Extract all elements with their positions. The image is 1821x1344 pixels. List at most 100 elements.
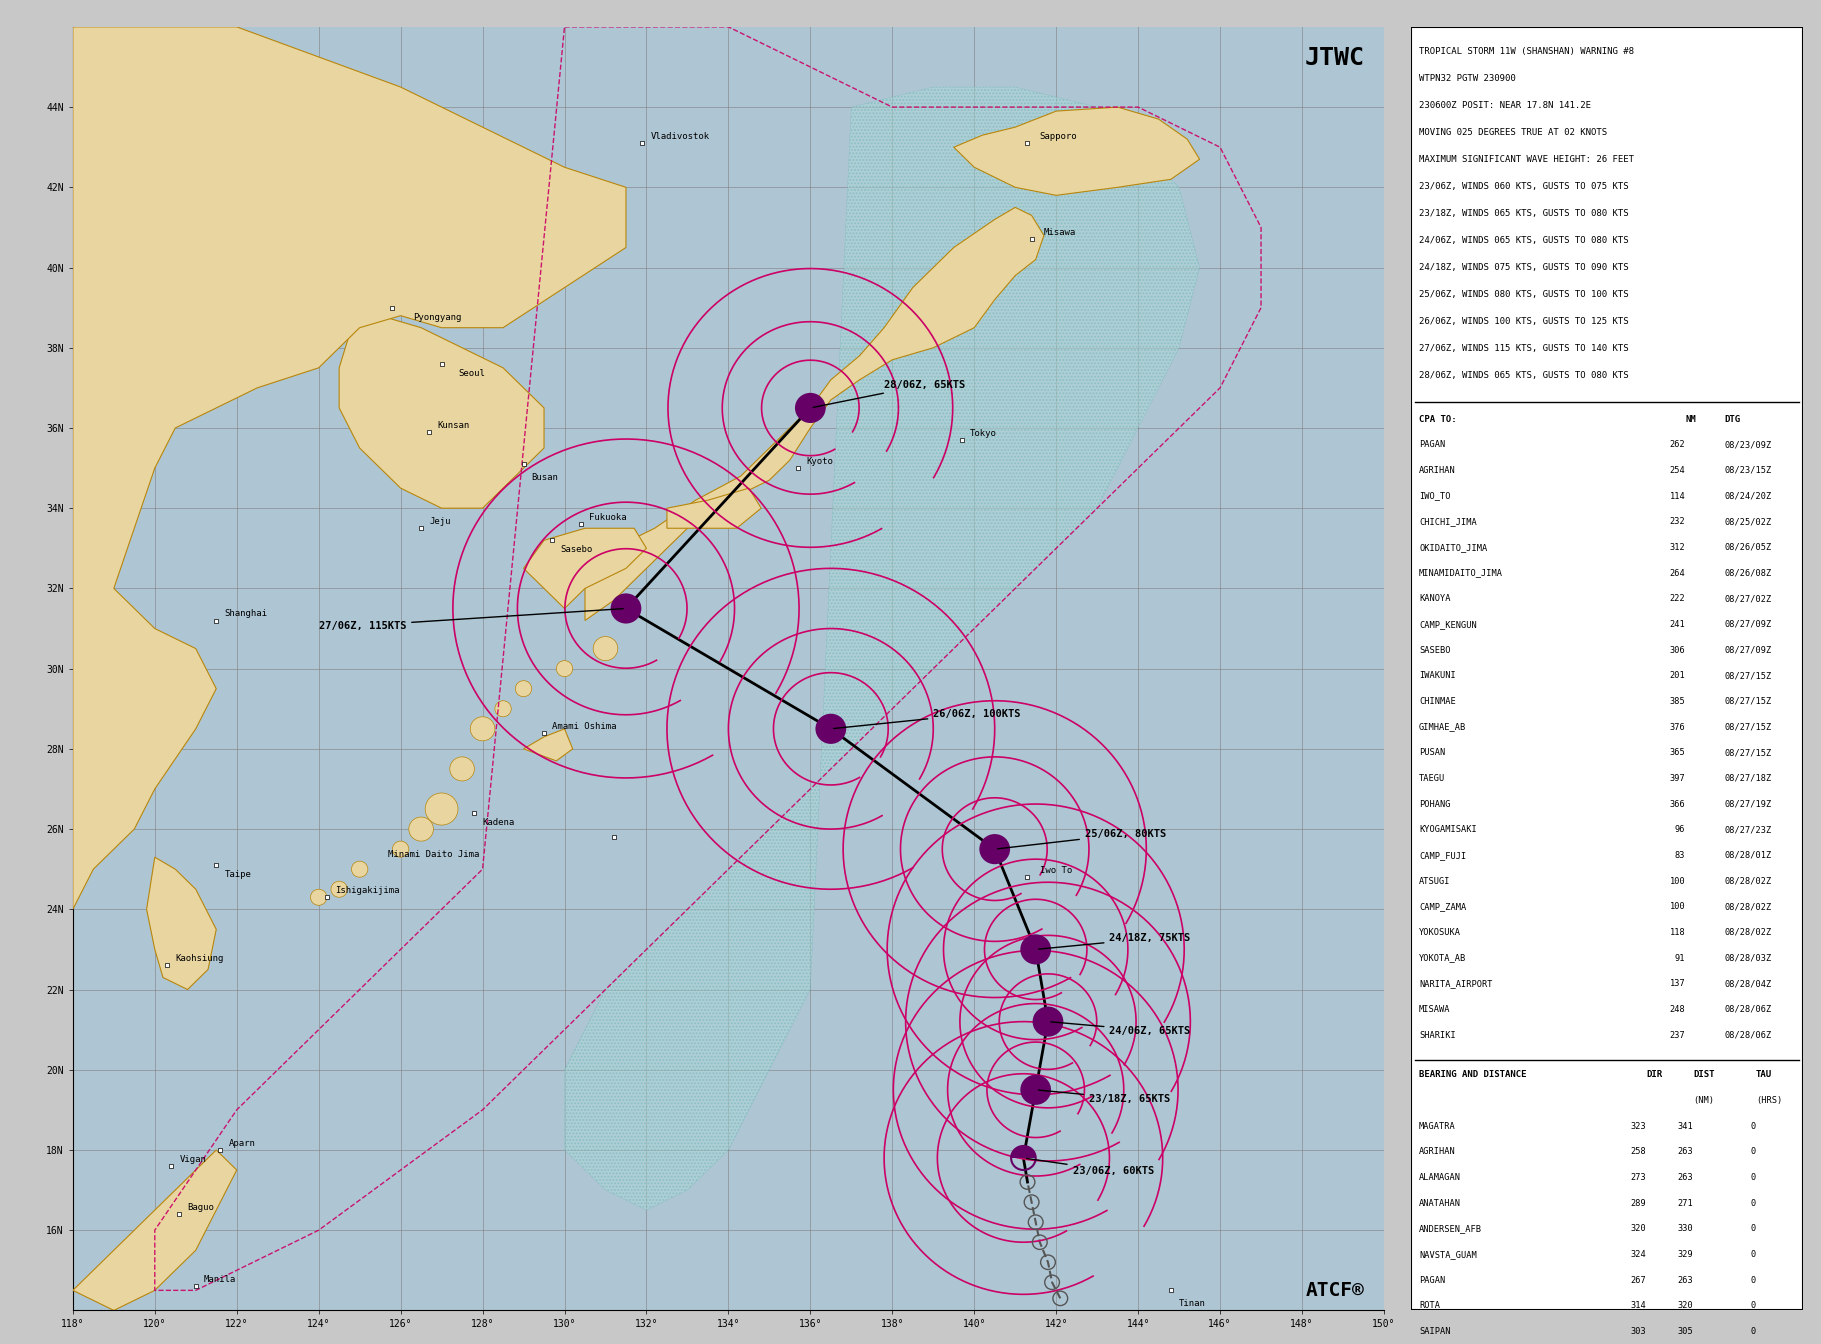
Text: 08/27/23Z: 08/27/23Z xyxy=(1724,825,1772,835)
Text: 24/18Z, WINDS 075 KTS, GUSTS TO 090 KTS: 24/18Z, WINDS 075 KTS, GUSTS TO 090 KTS xyxy=(1419,263,1628,271)
Text: Kyoto: Kyoto xyxy=(807,457,834,466)
Polygon shape xyxy=(666,488,761,528)
Text: MISAWA: MISAWA xyxy=(1419,1005,1451,1013)
Text: 254: 254 xyxy=(1670,466,1686,474)
Text: IWAKUNI: IWAKUNI xyxy=(1419,671,1455,680)
Text: NM: NM xyxy=(1686,414,1695,423)
Text: DIST: DIST xyxy=(1694,1070,1715,1079)
Text: 28/06Z, WINDS 065 KTS, GUSTS TO 080 KTS: 28/06Z, WINDS 065 KTS, GUSTS TO 080 KTS xyxy=(1419,371,1628,380)
Text: 320: 320 xyxy=(1630,1224,1646,1234)
Text: MOVING 025 DEGREES TRUE AT 02 KNOTS: MOVING 025 DEGREES TRUE AT 02 KNOTS xyxy=(1419,128,1608,137)
Text: 376: 376 xyxy=(1670,723,1686,731)
Polygon shape xyxy=(524,528,646,609)
Text: ATCF®: ATCF® xyxy=(1306,1281,1364,1300)
Text: 312: 312 xyxy=(1670,543,1686,552)
Circle shape xyxy=(311,890,328,906)
Circle shape xyxy=(393,841,410,857)
Text: 366: 366 xyxy=(1670,800,1686,809)
Text: 08/28/02Z: 08/28/02Z xyxy=(1724,876,1772,886)
Text: PAGAN: PAGAN xyxy=(1419,1275,1446,1285)
Text: Taipe: Taipe xyxy=(224,870,251,879)
Text: ANATAHAN: ANATAHAN xyxy=(1419,1199,1460,1208)
Text: 289: 289 xyxy=(1630,1199,1646,1208)
Text: 08/25/02Z: 08/25/02Z xyxy=(1724,517,1772,527)
Text: 08/27/09Z: 08/27/09Z xyxy=(1724,620,1772,629)
Text: 241: 241 xyxy=(1670,620,1686,629)
Text: 258: 258 xyxy=(1630,1148,1646,1156)
Text: 08/24/20Z: 08/24/20Z xyxy=(1724,492,1772,500)
Text: 08/27/18Z: 08/27/18Z xyxy=(1724,774,1772,784)
Text: 27/06Z, WINDS 115 KTS, GUSTS TO 140 KTS: 27/06Z, WINDS 115 KTS, GUSTS TO 140 KTS xyxy=(1419,344,1628,353)
Text: 118: 118 xyxy=(1670,927,1686,937)
Text: 323: 323 xyxy=(1630,1122,1646,1130)
Text: 08/28/02Z: 08/28/02Z xyxy=(1724,927,1772,937)
Text: DIR: DIR xyxy=(1646,1070,1663,1079)
Text: Tinan: Tinan xyxy=(1180,1300,1206,1309)
Text: 08/26/05Z: 08/26/05Z xyxy=(1724,543,1772,552)
Text: Seoul: Seoul xyxy=(459,368,484,378)
Text: 305: 305 xyxy=(1677,1327,1694,1336)
Text: 267: 267 xyxy=(1630,1275,1646,1285)
Text: 24/18Z, 75KTS: 24/18Z, 75KTS xyxy=(1038,933,1191,949)
Text: NAVSTA_GUAM: NAVSTA_GUAM xyxy=(1419,1250,1477,1259)
Text: SAIPAN: SAIPAN xyxy=(1419,1327,1451,1336)
Text: 100: 100 xyxy=(1670,902,1686,911)
Text: 263: 263 xyxy=(1677,1275,1694,1285)
Text: CHINMAE: CHINMAE xyxy=(1419,698,1455,706)
Text: 0: 0 xyxy=(1750,1173,1755,1183)
Text: 08/23/15Z: 08/23/15Z xyxy=(1724,466,1772,474)
Polygon shape xyxy=(524,728,572,761)
Text: AGRIHAN: AGRIHAN xyxy=(1419,1148,1455,1156)
Text: 23/06Z, WINDS 060 KTS, GUSTS TO 075 KTS: 23/06Z, WINDS 060 KTS, GUSTS TO 075 KTS xyxy=(1419,183,1628,191)
Circle shape xyxy=(515,680,532,696)
Text: PUSAN: PUSAN xyxy=(1419,749,1446,757)
Text: JTWC: JTWC xyxy=(1304,46,1364,70)
Circle shape xyxy=(980,835,1009,863)
FancyBboxPatch shape xyxy=(1411,27,1803,1310)
Text: 08/28/02Z: 08/28/02Z xyxy=(1724,902,1772,911)
Text: 262: 262 xyxy=(1670,441,1686,449)
Text: 0: 0 xyxy=(1750,1224,1755,1234)
Text: 273: 273 xyxy=(1630,1173,1646,1183)
Text: 23/18Z, WINDS 065 KTS, GUSTS TO 080 KTS: 23/18Z, WINDS 065 KTS, GUSTS TO 080 KTS xyxy=(1419,210,1628,218)
Text: 303: 303 xyxy=(1630,1327,1646,1336)
Text: MINAMIDAITO_JIMA: MINAMIDAITO_JIMA xyxy=(1419,569,1502,578)
Text: 341: 341 xyxy=(1677,1122,1694,1130)
Text: 0: 0 xyxy=(1750,1301,1755,1310)
Text: 114: 114 xyxy=(1670,492,1686,500)
Text: 83: 83 xyxy=(1675,851,1686,860)
Polygon shape xyxy=(73,27,626,910)
Circle shape xyxy=(351,862,368,878)
Text: 08/27/02Z: 08/27/02Z xyxy=(1724,594,1772,603)
Text: 0: 0 xyxy=(1750,1250,1755,1259)
Polygon shape xyxy=(73,1150,237,1310)
Text: 263: 263 xyxy=(1677,1173,1694,1183)
Text: (NM): (NM) xyxy=(1694,1097,1714,1105)
Text: 100: 100 xyxy=(1670,876,1686,886)
Text: 08/23/09Z: 08/23/09Z xyxy=(1724,441,1772,449)
Text: 27/06Z, 115KTS: 27/06Z, 115KTS xyxy=(319,609,623,630)
Text: Kaohsiung: Kaohsiung xyxy=(175,954,224,964)
Text: 271: 271 xyxy=(1677,1199,1694,1208)
Circle shape xyxy=(410,817,433,841)
Text: 08/28/06Z: 08/28/06Z xyxy=(1724,1005,1772,1013)
Text: Fukuoka: Fukuoka xyxy=(588,513,626,523)
Text: Sapporo: Sapporo xyxy=(1040,132,1078,141)
Text: 23/06Z, 60KTS: 23/06Z, 60KTS xyxy=(1027,1159,1155,1176)
Text: Shanghai: Shanghai xyxy=(224,609,268,618)
Text: 96: 96 xyxy=(1675,825,1686,835)
Text: 08/27/19Z: 08/27/19Z xyxy=(1724,800,1772,809)
Text: 263: 263 xyxy=(1677,1148,1694,1156)
Text: 397: 397 xyxy=(1670,774,1686,784)
Text: Tokyo: Tokyo xyxy=(971,429,998,438)
Text: Pyongyang: Pyongyang xyxy=(413,313,461,321)
Text: 08/27/15Z: 08/27/15Z xyxy=(1724,749,1772,757)
Text: ROTA: ROTA xyxy=(1419,1301,1440,1310)
Text: 25/06Z, WINDS 080 KTS, GUSTS TO 100 KTS: 25/06Z, WINDS 080 KTS, GUSTS TO 100 KTS xyxy=(1419,290,1628,298)
Text: 23/18Z, 65KTS: 23/18Z, 65KTS xyxy=(1038,1090,1171,1103)
Circle shape xyxy=(594,637,617,661)
Text: Ishigakijima: Ishigakijima xyxy=(335,886,399,895)
Circle shape xyxy=(796,394,825,422)
Circle shape xyxy=(1034,1008,1062,1036)
Text: CHICHI_JIMA: CHICHI_JIMA xyxy=(1419,517,1477,527)
